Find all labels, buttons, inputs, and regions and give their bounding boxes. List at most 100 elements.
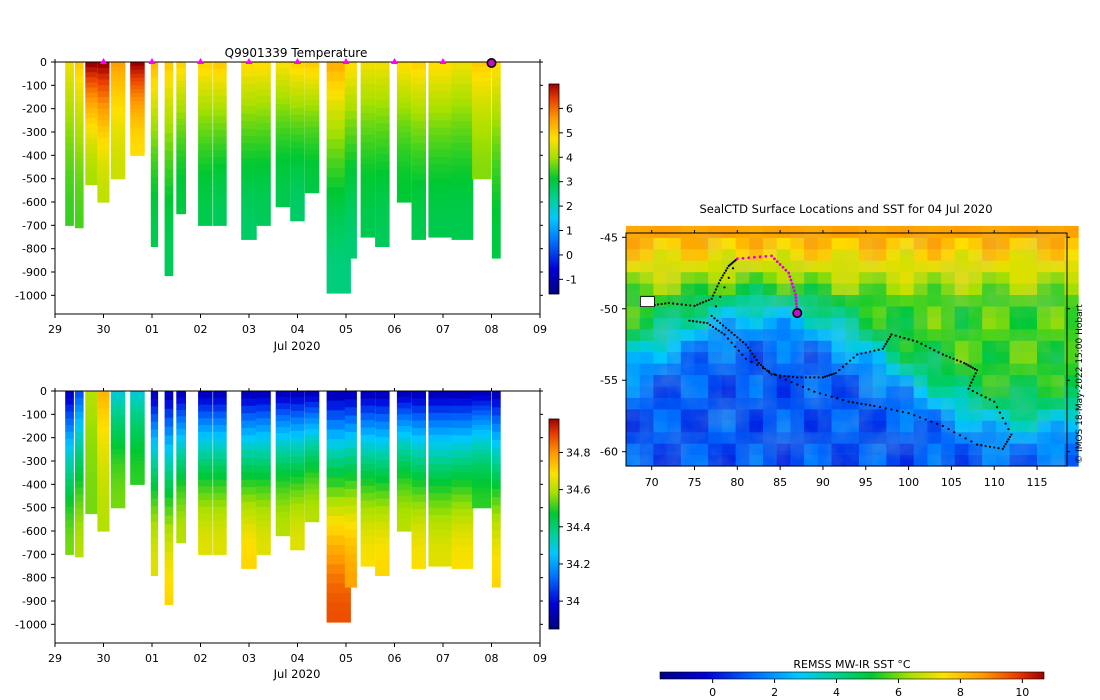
profile-cell xyxy=(198,425,213,433)
track-point xyxy=(821,376,825,379)
profile-cell xyxy=(326,110,351,121)
profile-cell xyxy=(344,209,357,218)
track-point xyxy=(828,374,831,377)
profile-cell xyxy=(428,149,453,158)
profile-cell xyxy=(428,478,453,487)
profile-cell xyxy=(428,171,453,180)
profile-cell xyxy=(326,593,351,604)
profile-cell xyxy=(65,533,74,542)
profile-cell xyxy=(290,194,305,202)
profile-cell xyxy=(74,508,84,516)
profile-cell xyxy=(396,408,412,415)
track-point xyxy=(716,319,719,322)
profile-cell xyxy=(130,391,145,396)
profile-cell xyxy=(164,542,174,552)
profile-cell xyxy=(472,115,492,121)
track-point xyxy=(953,431,956,434)
profile-cell xyxy=(110,497,126,504)
profile-cell xyxy=(130,139,145,145)
profile-cell xyxy=(304,445,320,452)
profile-cell xyxy=(451,420,474,429)
profile-cell xyxy=(241,413,257,422)
track-point xyxy=(823,375,827,378)
profile-cell xyxy=(97,85,110,92)
profile-cell xyxy=(411,391,426,399)
track-point xyxy=(660,302,663,306)
profile-cell xyxy=(492,480,501,490)
profile-cell xyxy=(344,160,357,169)
track-point xyxy=(947,427,950,431)
profile-cell xyxy=(472,91,492,97)
profile-cell xyxy=(213,89,227,97)
profile-cell xyxy=(472,425,492,431)
map-y-tick-label: -55 xyxy=(600,374,618,387)
track-point xyxy=(757,361,760,365)
profile-cell xyxy=(411,501,426,510)
profile-cell xyxy=(256,425,271,433)
recent-track-point xyxy=(770,254,773,258)
profile-cell xyxy=(65,96,74,104)
profile-cell xyxy=(275,182,291,190)
profile-cell xyxy=(375,529,390,538)
profile-cell xyxy=(176,156,186,164)
profile-cell xyxy=(360,551,376,560)
profile-cell xyxy=(97,507,110,515)
profile-cell xyxy=(164,497,174,508)
track-point xyxy=(671,302,675,305)
profile-cell xyxy=(85,406,98,412)
profile-cell xyxy=(97,443,110,450)
recent-track-point xyxy=(764,254,768,258)
profile-cell xyxy=(164,399,174,410)
x-tick-label: 30 xyxy=(97,652,111,665)
profile-cell xyxy=(275,445,291,452)
x-tick-label: 30 xyxy=(97,323,111,336)
profile-cell xyxy=(326,564,351,575)
map-x-tick-label: 100 xyxy=(898,476,919,489)
map-y-tick-label: -50 xyxy=(600,303,618,316)
profile-cell xyxy=(304,401,320,408)
profile-cell xyxy=(472,415,492,421)
profile-cell xyxy=(241,435,257,444)
profile-cell xyxy=(110,459,126,465)
y-tick-label: -800 xyxy=(22,572,47,585)
profile-cell xyxy=(150,414,159,423)
profile-cell xyxy=(290,424,305,432)
profile-cell xyxy=(150,154,159,163)
profile-cell xyxy=(290,81,305,89)
profile-cell xyxy=(150,238,159,247)
profile-cell xyxy=(304,467,320,474)
track-point xyxy=(868,404,872,407)
x-tick-label: 29 xyxy=(48,652,62,665)
profile-cell xyxy=(451,217,474,226)
profile-cell xyxy=(65,452,74,460)
profile-cell xyxy=(176,74,186,82)
profile-cell xyxy=(164,408,174,419)
profile-cell xyxy=(344,456,357,466)
profile-cell xyxy=(326,525,351,536)
profile-cell xyxy=(428,215,453,223)
profile-cell xyxy=(360,222,376,231)
latest-position-marker xyxy=(792,308,803,319)
profile-cell xyxy=(304,483,320,490)
profile-cell xyxy=(74,473,84,482)
profile-column xyxy=(396,391,412,532)
profile-cell xyxy=(150,429,159,438)
profile-cell xyxy=(344,472,357,482)
profile-cell xyxy=(275,170,291,178)
profile-cell xyxy=(290,62,305,70)
track-point xyxy=(956,359,959,362)
track-point xyxy=(948,356,952,359)
profile-cell xyxy=(164,159,174,170)
profile-cell xyxy=(241,531,257,540)
profile-cell xyxy=(213,211,227,220)
profile-cell xyxy=(176,403,186,411)
profile-cell xyxy=(256,109,271,117)
profile-cell xyxy=(164,231,174,241)
profile-cell xyxy=(326,602,351,613)
track-point xyxy=(723,286,726,289)
profile-cell xyxy=(256,459,271,467)
profile-cell xyxy=(198,184,213,192)
sst-cell xyxy=(1064,351,1079,364)
profile-cell xyxy=(110,139,126,146)
track-point xyxy=(937,351,940,354)
